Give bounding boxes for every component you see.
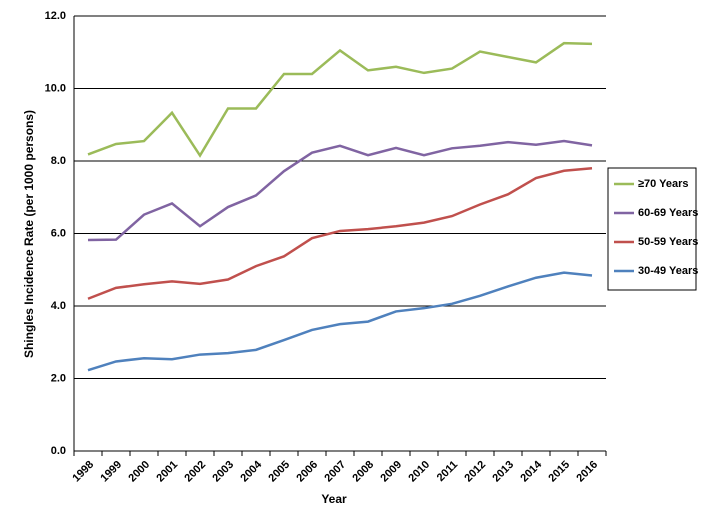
y-tick-label: 6.0 — [51, 227, 66, 239]
x-tick-label: 2013 — [490, 459, 516, 485]
x-axis-title: Year — [321, 492, 347, 506]
x-tick-label: 2010 — [406, 459, 432, 485]
x-tick-label: 2012 — [462, 459, 488, 485]
series-line — [87, 139, 593, 242]
x-tick-label: 2014 — [518, 458, 544, 484]
x-tick-label: 1998 — [70, 459, 96, 485]
legend-box — [607, 167, 697, 291]
legend-label: 60-69 Years — [638, 207, 698, 219]
y-tick-label: 0.0 — [51, 445, 66, 457]
y-tick-label: 4.0 — [51, 300, 66, 312]
x-tick-label: 2016 — [574, 459, 600, 485]
series-line — [87, 41, 593, 158]
legend-label: ≥70 Years — [638, 178, 689, 190]
legend-label: 30-49 Years — [638, 265, 698, 277]
x-tick-label: 2015 — [546, 459, 572, 485]
y-axis-title: Shingles Incidence Rate (per 1000 person… — [22, 110, 36, 358]
legend-label: 50-59 Years — [638, 236, 698, 248]
x-tick-label: 1999 — [98, 459, 124, 485]
y-tick-label: 10.0 — [45, 82, 66, 94]
series-line — [87, 271, 593, 372]
y-tick-label: 2.0 — [51, 372, 66, 384]
series-line — [87, 167, 593, 300]
x-tick-label: 2009 — [378, 459, 404, 485]
x-tick-label: 2006 — [294, 459, 320, 485]
x-tick-label: 2011 — [435, 459, 460, 484]
y-tick-label: 12.0 — [45, 10, 66, 22]
x-tick-label: 2002 — [182, 459, 208, 485]
x-tick-label: 2007 — [322, 459, 348, 485]
x-tick-label: 2000 — [126, 459, 152, 485]
x-tick-label: 2005 — [266, 459, 292, 485]
y-tick-label: 8.0 — [51, 155, 66, 167]
x-tick-label: 2004 — [238, 458, 264, 484]
x-tick-label: 2008 — [350, 459, 376, 485]
x-tick-label: 2001 — [154, 459, 180, 485]
x-tick-label: 2003 — [210, 459, 236, 485]
